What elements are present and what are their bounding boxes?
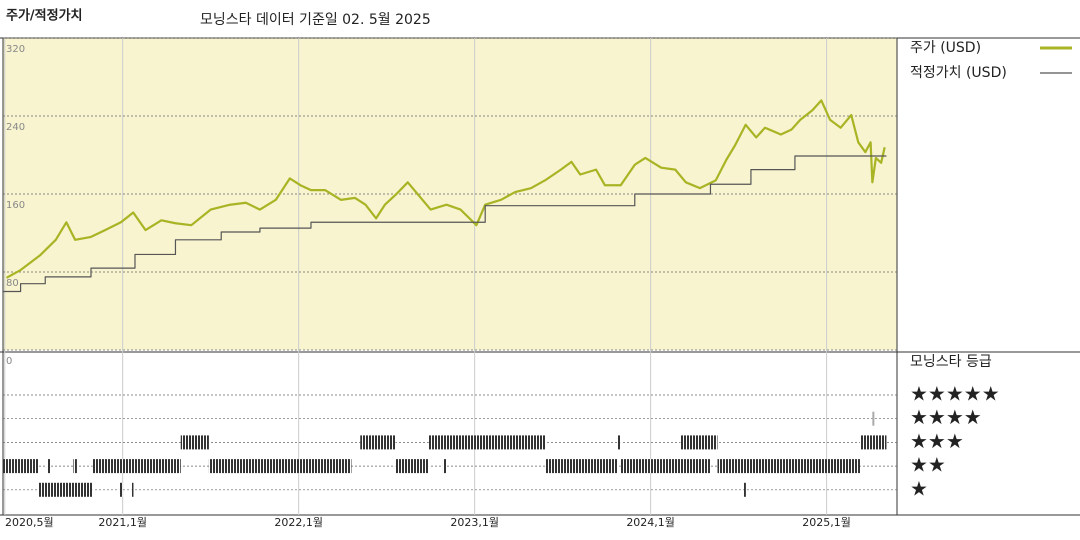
- legend-label: 적정가치 (USD): [910, 65, 1007, 81]
- y-tick-label: 320: [6, 44, 25, 55]
- rating-bar: [545, 459, 618, 474]
- x-tick-label: 2020,5월: [5, 516, 54, 529]
- rating-bar: [442, 459, 447, 474]
- chart-subtitle: 모닝스타 데이터 기준일 02. 5월 2025: [200, 12, 431, 28]
- x-tick-label: 2024,1월: [626, 516, 675, 529]
- rating-bar: [46, 459, 51, 474]
- rating-bar: [620, 459, 711, 474]
- legend-label: 주가 (USD): [910, 40, 981, 56]
- x-tick-label: 2025,1월: [802, 516, 851, 529]
- rating-bar: [395, 459, 429, 474]
- y-tick-label: 160: [6, 200, 25, 211]
- rating-bar: [119, 482, 123, 497]
- rating-label: ★: [910, 476, 928, 500]
- rating-bar: [73, 459, 77, 474]
- rating-bar: [428, 435, 546, 450]
- rating-bar: [743, 482, 746, 497]
- rating-bar: [617, 435, 621, 450]
- rating-title: 모닝스타 등급: [910, 354, 992, 370]
- rating-label: ★★: [910, 453, 946, 477]
- series-line: [3, 155, 887, 293]
- price-panel: [3, 38, 897, 350]
- rating-bar: [131, 482, 134, 497]
- rating-bar: [3, 459, 39, 474]
- rating-label: ★★★★★: [910, 382, 1000, 406]
- rating-bar: [38, 482, 93, 497]
- rating-label: ★★★: [910, 429, 964, 453]
- rating-bar: [360, 435, 396, 450]
- rating-label: ★★★★: [910, 405, 982, 429]
- x-tick-label: 2022,1월: [274, 516, 323, 529]
- x-tick-label: 2021,1월: [98, 516, 147, 529]
- rating-bar: [680, 435, 718, 450]
- rating-bar: [717, 459, 861, 474]
- series-line: [5, 99, 886, 279]
- rating-bar: [92, 459, 181, 474]
- chart-title: 주가/적정가치: [6, 8, 83, 24]
- rating-bar: [208, 459, 352, 474]
- y-tick-label: 80: [6, 278, 19, 289]
- rating-bar: [180, 435, 209, 450]
- y-tick-label: 240: [6, 122, 25, 133]
- y-tick-label: 0: [6, 356, 12, 367]
- rating-bar: [860, 435, 887, 450]
- rating-bar: [872, 411, 875, 426]
- x-tick-label: 2023,1월: [450, 516, 499, 529]
